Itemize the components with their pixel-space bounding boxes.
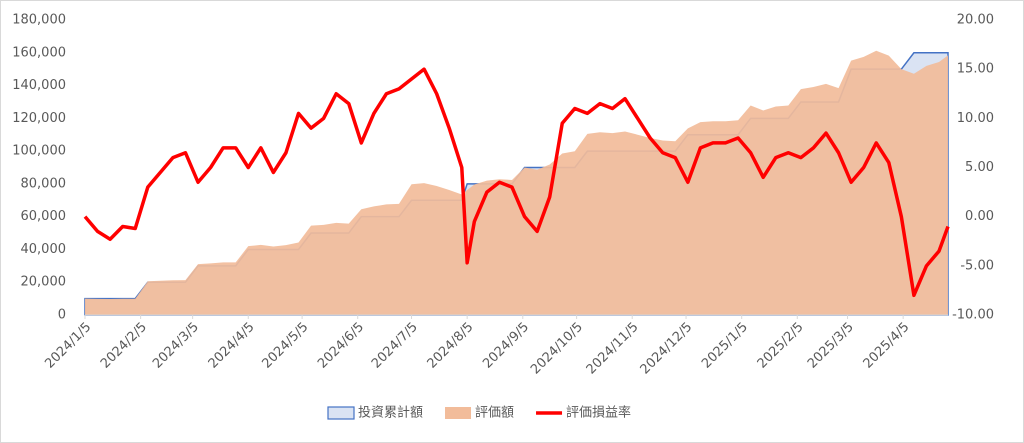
y-tick-label: 80,000 <box>21 176 67 191</box>
y-tick-label: 140,000 <box>12 78 66 93</box>
area <box>85 50 948 316</box>
legend-label: 評価損益率 <box>566 405 631 421</box>
y2-tick-label: 0.00 <box>965 209 994 224</box>
y2-tick-label: 10.00 <box>957 111 994 126</box>
y-tick-label: 40,000 <box>21 242 67 257</box>
y-tick-label: 120,000 <box>12 111 66 126</box>
y-tick-label: 0 <box>58 308 66 323</box>
y-tick-label: 60,000 <box>21 209 67 224</box>
legend-label: 評価額 <box>475 406 514 421</box>
y-tick-label: 20,000 <box>21 275 67 290</box>
y-tick-label: 100,000 <box>12 144 66 159</box>
y-tick-label: 180,000 <box>12 13 66 28</box>
line <box>83 67 950 298</box>
y2-tick-label: 20.00 <box>957 13 994 28</box>
legend-swatch <box>445 407 472 419</box>
y2-tick-label: -5.00 <box>960 258 994 273</box>
y-tick-label: 160,000 <box>12 45 66 60</box>
legend-swatch <box>327 406 355 420</box>
legend-label: 投資累計額 <box>358 405 423 421</box>
y2-tick-label: 5.00 <box>965 160 994 175</box>
y2-tick-label: 15.00 <box>957 62 994 77</box>
y2-tick-label: -10.00 <box>952 308 994 323</box>
